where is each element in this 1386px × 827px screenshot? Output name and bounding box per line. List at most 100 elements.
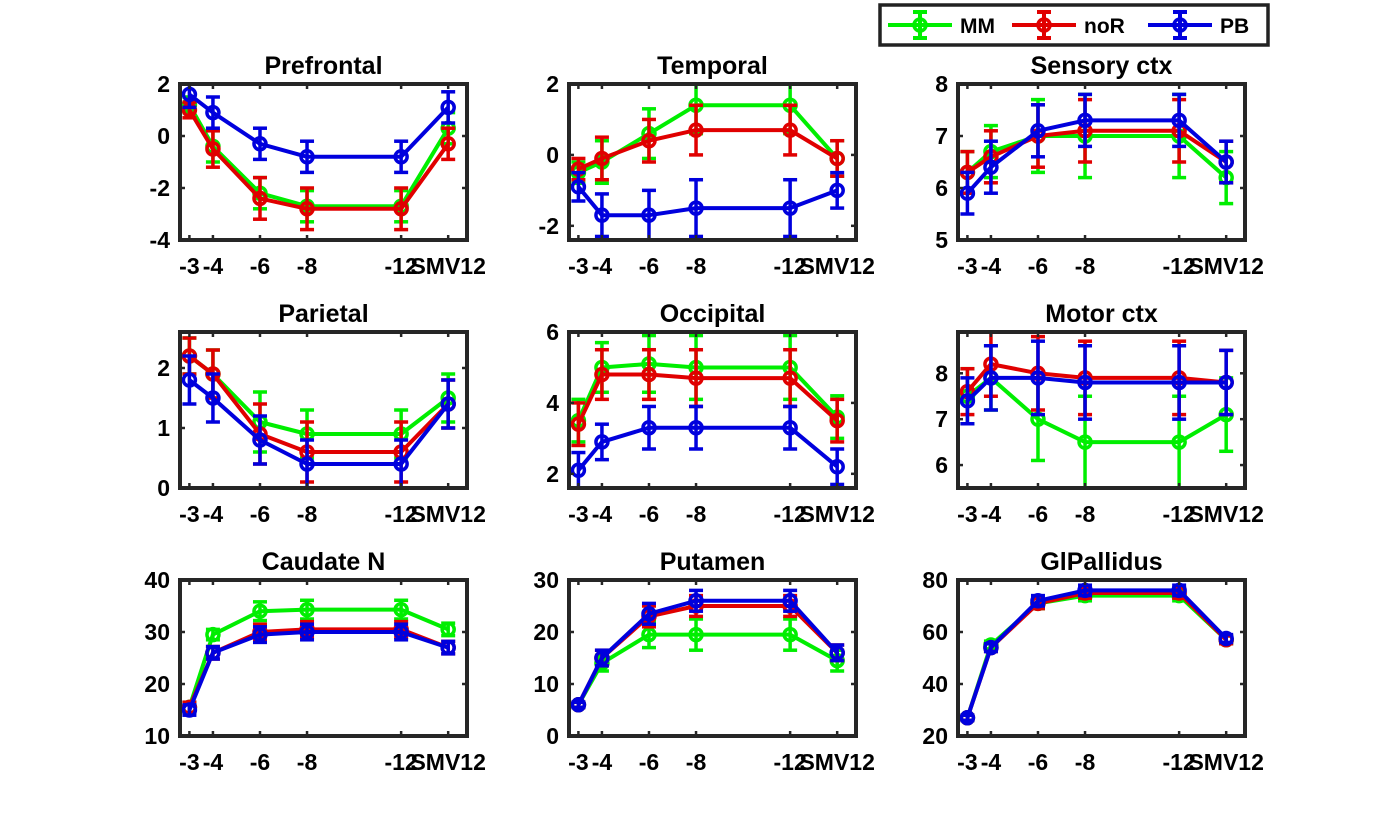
x-tick-label: -4 [981,749,1002,775]
legend-marker-nor [1036,17,1052,33]
data-point-pb [782,177,798,239]
series-mm [181,598,456,716]
data-point-pb [393,139,409,175]
data-marker [594,434,610,450]
data-point-pb [594,422,610,462]
data-point-pb [205,644,221,661]
data-point-pb [393,438,409,488]
data-point-mm [205,626,221,643]
x-tick-label: -12 [1163,501,1196,527]
y-tick-label: 7 [935,406,948,432]
axes-box [956,578,1247,738]
data-marker [959,393,976,409]
series-pb [570,170,845,240]
data-point-pb [252,625,268,645]
data-marker [1030,593,1046,609]
y-tick-label: 4 [546,390,559,416]
data-marker [641,419,657,436]
series-mm [570,617,845,713]
data-marker [1171,374,1187,391]
axes-box [567,578,858,738]
data-marker [299,601,315,618]
series-mm [959,92,1234,206]
data-marker [393,201,409,217]
data-point-pb [393,622,409,642]
y-tick-label: -2 [150,175,170,201]
x-tick-label: SMV12 [410,749,485,775]
data-point-pb [205,372,221,424]
x-tick-label: SMV12 [410,501,485,527]
x-tick-label: -6 [639,501,659,527]
series-nor [570,103,845,182]
panel-plot-area [181,598,456,718]
panel-plot-area [959,92,1234,216]
data-marker [641,132,657,149]
series-line-mm [966,375,1228,445]
data-point-pb [959,710,976,726]
x-tick-label: -3 [179,501,199,527]
series-nor [181,100,456,232]
data-marker [1030,370,1046,386]
data-point-pb [959,170,976,216]
data-point-pb [688,177,704,239]
data-point-pb [983,639,999,656]
data-point-pb [959,376,976,426]
x-tick-label: -8 [297,749,318,775]
data-marker [570,697,587,713]
y-tick-label: 20 [144,671,170,697]
data-marker [570,179,587,195]
data-marker [570,416,587,432]
data-point-nor [299,186,315,232]
y-tick-label: 0 [546,723,559,749]
x-tick-label: -12 [774,501,807,527]
data-marker [252,432,268,448]
data-point-nor [782,103,798,157]
data-marker [688,370,704,386]
panel-plot-area [570,84,845,240]
data-marker [782,419,798,436]
y-tick-label: 40 [144,567,170,593]
data-point-nor [205,129,221,169]
y-tick-label: 0 [157,475,170,501]
panel-plot-area [570,333,845,488]
y-tick-label: 0 [546,142,559,168]
y-tick-label: 1 [157,415,170,441]
data-marker [440,396,456,412]
x-tick-label: -3 [568,749,588,775]
series-line-mm [965,593,1228,719]
panel-title: Prefrontal [264,52,382,80]
data-marker [205,645,221,661]
data-point-pb [641,188,657,240]
y-tick-label: 2 [157,71,170,97]
series-line-pb [576,185,838,218]
series-pb [181,84,456,175]
x-tick-label: -6 [1028,749,1048,775]
axes-box [956,82,1247,242]
y-tick-label: 6 [935,452,948,478]
y-tick-label: 40 [922,671,948,697]
y-tick-label: -4 [150,227,171,253]
x-tick-label: -12 [1163,749,1196,775]
data-point-pb [688,404,704,451]
series-pb [181,622,456,718]
x-tick-label: -4 [203,749,224,775]
data-marker [570,462,587,479]
data-point-nor [641,347,657,402]
data-marker [1171,112,1187,129]
legend: MM noR PB [878,3,1270,47]
y-tick-label: 6 [935,175,948,201]
series-line-pb [965,588,1228,719]
data-marker [440,621,456,638]
data-point-pb [829,447,845,487]
data-point-pb [1030,593,1046,609]
series-line-pb [188,92,450,159]
data-marker [1218,154,1234,170]
data-point-mm [782,617,798,652]
data-point-pb [1077,582,1093,599]
x-tick-label: -6 [1028,501,1048,527]
y-tick-label: 10 [144,723,170,749]
data-point-pb [440,90,456,125]
series-nor [181,336,456,484]
panel-title: Temporal [657,52,768,80]
